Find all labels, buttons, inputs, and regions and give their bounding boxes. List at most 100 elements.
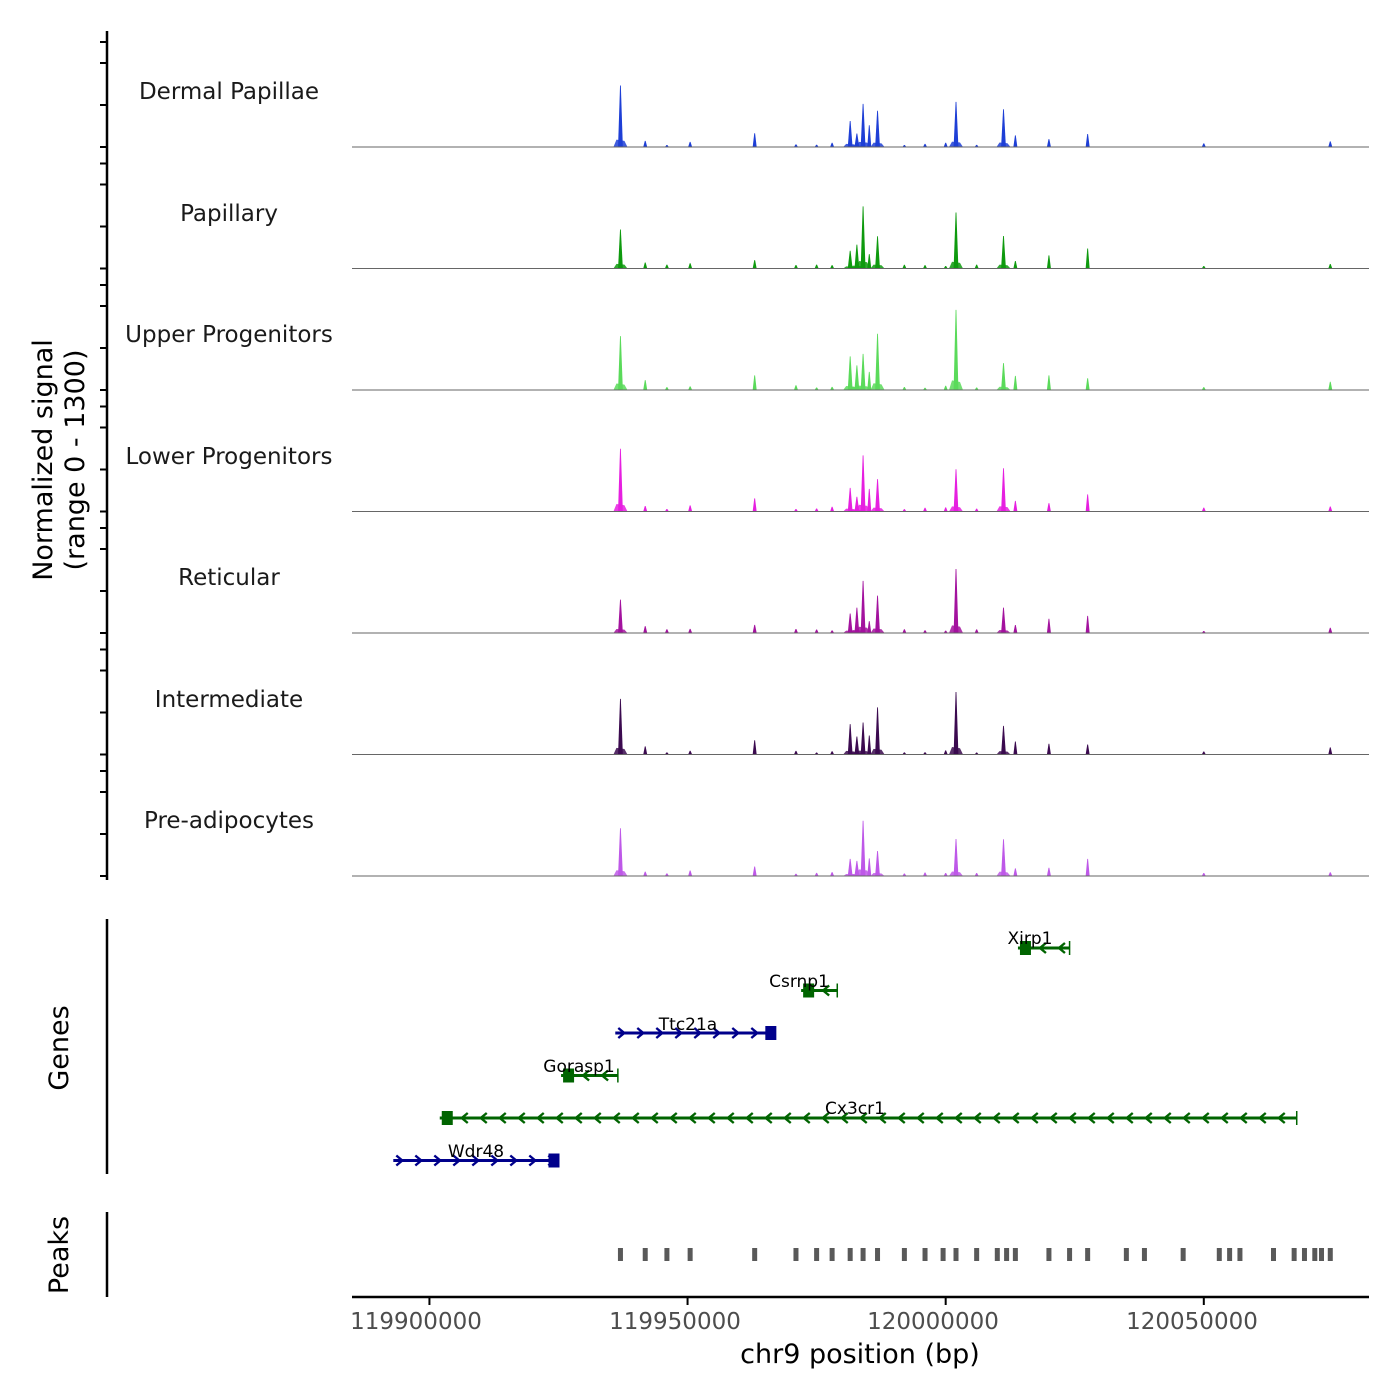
- coverage-peak: [860, 455, 866, 512]
- coverage-peak: [1001, 363, 1006, 390]
- coverage-peak: [902, 629, 907, 633]
- coverage-peak: [1001, 468, 1006, 512]
- gene-label-gorasp1: Gorasp1: [543, 1057, 614, 1077]
- coverage-peak: [847, 858, 853, 876]
- coverage-shoulder: [870, 628, 885, 633]
- coverage-peak: [923, 507, 928, 512]
- coverage-peak: [793, 144, 798, 147]
- gene-label-cx3cr1: Cx3cr1: [825, 1099, 885, 1119]
- coverage-peak: [902, 873, 907, 876]
- coverage-peak: [943, 507, 948, 512]
- coverage-peak: [643, 262, 648, 269]
- peak-mark: [829, 1248, 835, 1261]
- coverage-peak: [664, 873, 669, 876]
- strand-chevron: [509, 1154, 519, 1167]
- gene-exon: [441, 1111, 453, 1125]
- coverage-peak: [688, 870, 693, 876]
- peak-mark: [974, 1248, 980, 1261]
- coverage-peak: [867, 858, 872, 876]
- coverage-peak: [793, 264, 798, 269]
- coverage-shoulder: [613, 263, 628, 269]
- coverage-peak: [902, 264, 907, 269]
- coverage-shoulder: [856, 869, 871, 876]
- strand-chevron: [1162, 1112, 1172, 1124]
- coverage-peak: [875, 479, 880, 512]
- coverage-peak: [1328, 141, 1333, 147]
- coverage-peak: [1013, 868, 1018, 876]
- strand-chevron: [1048, 1112, 1058, 1124]
- strand-chevron: [782, 1112, 792, 1124]
- strand-chevron: [478, 1112, 488, 1124]
- x-tick-label-120000000: 120000000: [867, 1309, 999, 1335]
- coverage-peak: [867, 254, 872, 269]
- track-intermediate: [352, 691, 1369, 755]
- coverage-shoulder: [949, 871, 964, 876]
- strand-chevron: [750, 1027, 760, 1039]
- coverage-peak: [830, 265, 835, 269]
- coverage-peak: [618, 828, 623, 876]
- gene-wdr48: [393, 1153, 560, 1168]
- strand-chevron: [497, 1112, 507, 1124]
- coverage-peak: [618, 698, 623, 755]
- coverage-shoulder: [870, 748, 885, 755]
- peak-mark: [752, 1248, 758, 1261]
- strand-chevron: [725, 1112, 735, 1124]
- coverage-peak: [1013, 625, 1018, 633]
- signal-ylabel-line2: (range 0 - 1300): [60, 350, 91, 571]
- strand-chevron: [820, 1112, 830, 1124]
- coverage-peak: [618, 599, 623, 633]
- coverage-peak: [974, 144, 979, 147]
- coverage-shoulder: [856, 385, 871, 390]
- coverage-peak: [830, 142, 835, 147]
- coverage-shoulder: [996, 264, 1011, 269]
- gene-exon: [548, 1153, 560, 1168]
- coverage-shoulder: [870, 264, 885, 269]
- coverage-peak: [847, 487, 853, 512]
- coverage-peak: [854, 244, 860, 269]
- coverage-peak: [814, 387, 819, 390]
- coverage-peak: [618, 336, 623, 390]
- coverage-peak: [875, 236, 880, 269]
- strand-chevron: [1105, 1112, 1115, 1124]
- coverage-shoulder: [613, 383, 628, 390]
- peak-mark: [953, 1248, 959, 1261]
- coverage-peak: [814, 872, 819, 876]
- peak-mark: [901, 1248, 907, 1261]
- coverage-peak: [847, 724, 853, 755]
- strand-chevron: [1257, 1112, 1267, 1124]
- coverage-shoulder: [613, 628, 628, 633]
- peak-mark: [875, 1248, 881, 1261]
- peak-mark: [1327, 1248, 1333, 1261]
- strand-chevron: [953, 1112, 963, 1124]
- peak-mark: [1291, 1248, 1297, 1261]
- coverage-shoulder: [613, 139, 628, 147]
- coverage-shoulder: [996, 751, 1011, 755]
- strand-chevron: [655, 1027, 665, 1039]
- coverage-peak: [643, 626, 648, 633]
- coverage-peak: [752, 624, 757, 633]
- track-label-reticular: Reticular: [178, 565, 280, 591]
- track-pre-adipocytes: [352, 820, 1369, 877]
- coverage-shoulder: [870, 507, 885, 512]
- coverage-peak: [1013, 500, 1018, 512]
- coverage-peak: [1085, 248, 1090, 269]
- peak-mark: [940, 1248, 946, 1261]
- coverage-peak: [974, 264, 979, 269]
- coverage-peak: [664, 629, 669, 633]
- coverage-peak: [860, 206, 866, 269]
- strand-chevron: [712, 1027, 722, 1039]
- peak-mark: [642, 1248, 648, 1261]
- coverage-peak: [1085, 858, 1090, 876]
- track-dermal-papillae: [352, 85, 1369, 148]
- coverage-peak: [1001, 725, 1006, 755]
- coverage-peak: [830, 630, 835, 633]
- genes-ylabel: Genes: [44, 1005, 75, 1090]
- strand-chevron: [630, 1112, 640, 1124]
- x-tick-label-119900000: 119900000: [350, 1309, 482, 1335]
- strand-chevron: [516, 1112, 526, 1124]
- coverage-peak: [814, 144, 819, 147]
- track-label-dermal-papillae: Dermal Papillae: [139, 79, 319, 105]
- gene-label-csrnp1: Csrnp1: [769, 972, 829, 992]
- coverage-peak: [830, 872, 835, 876]
- strand-chevron: [1086, 1112, 1096, 1124]
